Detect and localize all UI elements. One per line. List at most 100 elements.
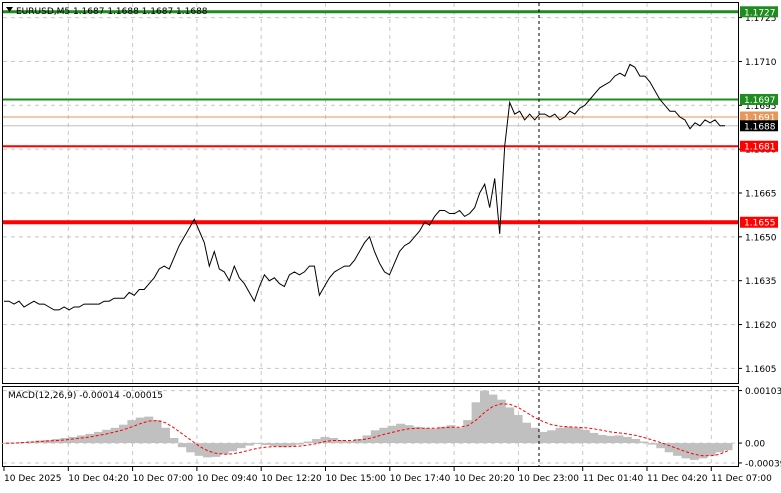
macd-histogram-bar — [135, 417, 145, 444]
macd-histogram-bar — [77, 435, 87, 443]
macd-histogram-bar — [580, 429, 590, 444]
macd-histogram-bar — [177, 443, 187, 448]
level-label-resistance-upper: 1.1727 — [744, 8, 776, 18]
macd-histogram-bar — [706, 443, 716, 456]
level-label-resistance-lower: 1.1697 — [744, 96, 776, 106]
macd-histogram-bar — [320, 436, 330, 443]
x-tick-label: 10 Dec 2025 — [4, 474, 62, 484]
macd-y-tick-label: 0.00103 — [745, 387, 781, 397]
macd-histogram-bar — [454, 427, 464, 444]
macd-histogram-bar — [119, 424, 128, 443]
macd-histogram-bar — [261, 443, 271, 446]
macd-histogram-bar — [572, 427, 582, 444]
macd-histogram-bar — [270, 443, 280, 447]
macd-histogram-bar — [43, 440, 53, 444]
macd-plot-frame — [2, 386, 739, 467]
macd-histogram-bar — [102, 429, 112, 444]
level-label-bid-line: 1.1688 — [744, 122, 776, 132]
macd-histogram-bar — [564, 426, 573, 444]
macd-histogram-bar — [606, 435, 615, 443]
macd-histogram-bar — [228, 443, 238, 452]
macd-histogram-bar — [421, 427, 431, 444]
macd-histogram-bar — [496, 399, 506, 443]
macd-y-tick-label: -0.00039 — [745, 459, 781, 469]
y-tick-label: 1.1710 — [745, 58, 777, 68]
y-tick-label: 1.1605 — [745, 365, 777, 375]
macd-histogram-bar — [622, 436, 632, 443]
x-tick-label: 10 Dec 07:00 — [133, 474, 194, 484]
macd-histogram-bar — [404, 425, 414, 443]
macd-histogram-bar — [614, 435, 624, 443]
macd-histogram-bar — [161, 427, 170, 444]
macd-histogram-bar — [522, 422, 531, 444]
macd-histogram-bar — [194, 443, 204, 456]
macd-histogram-bar — [303, 441, 313, 443]
macd-histogram-bar — [429, 428, 439, 444]
macd-histogram-bar — [169, 438, 179, 444]
macd-histogram-bar — [35, 440, 45, 443]
macd-histogram-bar — [396, 423, 406, 444]
macd-histogram-bar — [664, 443, 674, 453]
macd-histogram-bar — [513, 415, 523, 443]
macd-histogram-bar — [219, 443, 229, 455]
macd-histogram-bar — [345, 441, 355, 443]
macd-histogram-bar — [647, 443, 657, 445]
macd-histogram-bar — [85, 433, 95, 444]
macd-histogram-bar — [278, 443, 288, 448]
x-tick-label: 10 Dec 15:00 — [326, 474, 387, 484]
macd-signal-line — [6, 403, 729, 457]
x-tick-label: 10 Dec 23:00 — [518, 474, 579, 484]
level-badge-support-upper — [740, 140, 778, 152]
macd-histogram-bar — [698, 443, 708, 459]
y-tick-label: 1.1620 — [745, 321, 777, 331]
level-label-ask-line: 1.1691 — [744, 114, 776, 124]
dropdown-triangle-icon[interactable] — [6, 7, 13, 12]
macd-histogram-bar — [312, 439, 322, 444]
macd-histogram-bar — [673, 443, 683, 456]
macd-histogram-bar — [689, 443, 699, 460]
macd-histogram-bar — [480, 390, 489, 444]
macd-histogram-bar — [597, 434, 607, 444]
x-tick-label: 11 Dec 07:00 — [711, 474, 772, 484]
macd-histogram-bar — [438, 426, 448, 444]
macd-histogram-bar — [379, 427, 389, 444]
macd-histogram-bar — [211, 443, 221, 457]
x-tick-label: 11 Dec 01:40 — [583, 474, 644, 484]
macd-histogram-bar — [295, 443, 305, 445]
price-series-line — [4, 63, 725, 311]
macd-histogram-bar — [51, 439, 61, 444]
macd-histogram-bar — [93, 431, 103, 444]
macd-histogram-bar — [236, 443, 246, 449]
level-badge-support-lower — [740, 216, 778, 228]
macd-histogram-bar — [631, 439, 641, 444]
macd-histogram-bar — [354, 439, 364, 444]
macd-histogram-bar — [681, 443, 691, 459]
macd-histogram-bar — [286, 443, 296, 447]
x-tick-label: 10 Dec 09:40 — [197, 474, 258, 484]
macd-histogram-bar — [538, 431, 548, 444]
macd-histogram-bar — [9, 442, 19, 444]
symbol-header: EURUSD,M5 1.1687 1.1688 1.1687 1.1688 — [16, 7, 208, 17]
x-tick-label: 10 Dec 17:40 — [390, 474, 451, 484]
macd-y-tick-label: 0.00 — [745, 440, 765, 450]
macd-histogram-bar — [245, 443, 254, 446]
level-label-support-lower: 1.1655 — [744, 219, 776, 229]
macd-histogram-bar — [110, 427, 120, 444]
level-badge-ask-line — [740, 111, 778, 123]
x-tick-label: 11 Dec 04:20 — [647, 474, 708, 484]
macd-histogram-bar — [127, 420, 137, 443]
macd-histogram-bar — [488, 394, 498, 443]
x-tick-label: 10 Dec 12:20 — [261, 474, 322, 484]
macd-histogram-bar — [589, 432, 599, 444]
macd-histogram-bar — [412, 426, 422, 444]
macd-histogram-bar — [639, 441, 649, 443]
macd-histogram-bar — [144, 416, 154, 444]
y-tick-label: 1.1725 — [745, 14, 777, 24]
macd-histogram-bar — [387, 425, 397, 443]
macd-histogram-bar — [530, 427, 540, 444]
level-badge-resistance-lower — [740, 93, 778, 105]
macd-histogram-bar — [253, 443, 263, 445]
x-tick-label: 10 Dec 20:20 — [454, 474, 515, 484]
